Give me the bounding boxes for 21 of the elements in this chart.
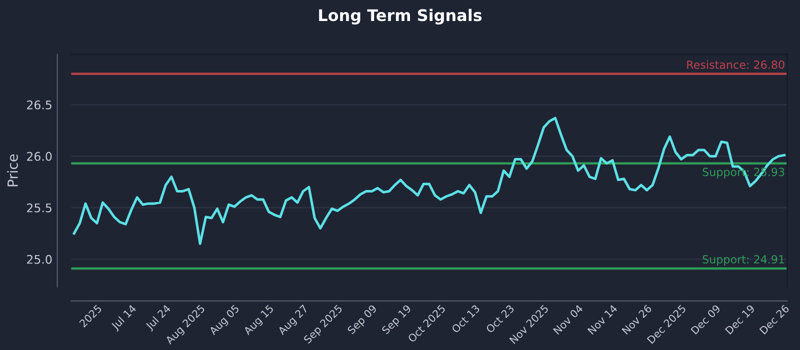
x-tick-label: Dec 09: [690, 304, 721, 335]
y-tick-label: 26.0: [27, 152, 52, 161]
ref-line-label: Support: 24.91: [702, 255, 784, 266]
y-axis-title: Price: [7, 154, 18, 186]
x-tick-label: Nov 26: [622, 304, 652, 335]
line-series: [72, 116, 786, 245]
x-tick-label: Sep 09: [346, 304, 379, 336]
chart-title: Long Term Signals: [319, 8, 482, 24]
x-tick-label: Jul 14: [110, 304, 138, 332]
x-tick-label: Nov 04: [552, 304, 584, 335]
x-tick-label: Nov 14: [587, 304, 618, 335]
x-tick-label: Dec 19: [724, 304, 756, 335]
x-tick-label: Jul 24: [144, 304, 172, 332]
y-tick-label: 26.5: [27, 100, 52, 110]
x-tick-label: Oct 13: [451, 304, 480, 334]
x-tick-label: Oct 23: [485, 304, 515, 334]
x-tick-label: Dec 26: [759, 304, 790, 335]
y-tick-label: 25.0: [27, 254, 52, 264]
x-tick-label: Aug 05: [208, 304, 241, 337]
ref-line-label: Resistance: 26.80: [687, 60, 784, 69]
y-tick-label: 25.5: [27, 203, 52, 212]
